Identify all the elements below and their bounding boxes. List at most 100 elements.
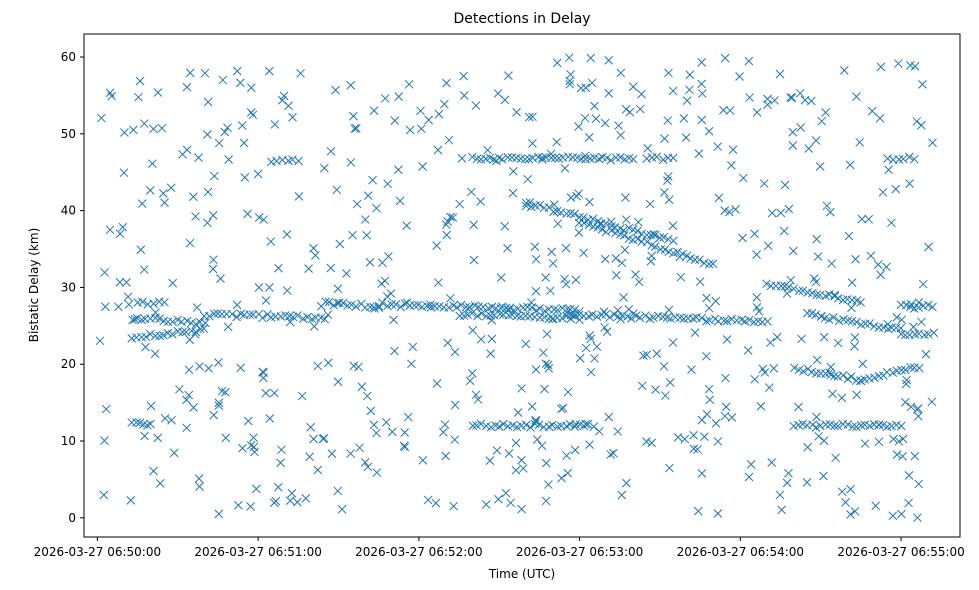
data-point <box>128 125 138 135</box>
data-point <box>775 69 785 79</box>
data-point <box>617 258 627 268</box>
data-point <box>494 422 504 432</box>
data-point <box>744 56 754 66</box>
data-point <box>802 308 812 318</box>
data-point <box>141 332 151 342</box>
data-point <box>178 327 187 337</box>
data-point <box>668 86 678 96</box>
data-point <box>534 152 543 162</box>
data-point <box>590 101 599 111</box>
data-point <box>209 255 218 265</box>
data-point <box>581 83 591 93</box>
data-point <box>752 250 761 259</box>
data-point <box>852 390 862 400</box>
data-point <box>149 466 158 476</box>
data-point <box>897 509 906 519</box>
data-point <box>169 448 179 458</box>
data-point <box>120 128 129 137</box>
data-point <box>898 452 907 461</box>
data-point <box>705 316 714 325</box>
data-point <box>105 225 115 235</box>
data-point <box>443 338 453 348</box>
data-point <box>894 436 904 446</box>
data-point <box>789 284 799 294</box>
data-point <box>821 420 831 429</box>
data-point <box>812 355 822 365</box>
data-point <box>528 112 537 122</box>
data-point <box>511 438 521 448</box>
data-point <box>362 230 372 240</box>
data-point <box>629 309 638 318</box>
data-point <box>145 186 155 195</box>
data-point <box>655 233 665 243</box>
data-point <box>571 275 581 285</box>
data-point <box>362 391 372 401</box>
data-point <box>795 88 805 98</box>
data-point <box>232 312 241 322</box>
data-point <box>702 316 711 326</box>
data-point <box>580 113 590 123</box>
data-point <box>402 298 412 308</box>
data-point <box>811 277 821 287</box>
data-point <box>446 293 455 303</box>
data-point <box>825 368 834 377</box>
data-point <box>333 298 342 308</box>
data-point <box>796 123 806 132</box>
data-point <box>874 437 884 447</box>
data-point <box>404 79 414 89</box>
data-point <box>782 478 792 488</box>
data-point <box>746 459 756 469</box>
data-point <box>664 68 673 78</box>
data-point <box>405 125 415 135</box>
data-point <box>301 494 311 503</box>
data-point <box>689 430 698 440</box>
data-point <box>208 264 218 274</box>
data-point <box>481 500 491 509</box>
data-point <box>541 458 551 468</box>
data-point <box>891 184 901 194</box>
data-point <box>468 421 478 431</box>
data-point <box>776 281 786 291</box>
data-point <box>720 53 730 63</box>
data-point <box>904 471 914 480</box>
data-point <box>151 308 160 317</box>
data-point <box>119 168 129 178</box>
data-point <box>155 314 164 324</box>
data-point <box>258 313 267 323</box>
data-point <box>642 350 652 360</box>
data-point <box>744 472 754 482</box>
data-point <box>194 474 204 483</box>
data-point <box>416 106 425 116</box>
data-point <box>642 437 651 446</box>
data-point <box>621 215 631 224</box>
data-point <box>217 386 227 396</box>
data-point <box>665 378 675 387</box>
data-point <box>626 314 636 323</box>
data-point <box>571 419 581 429</box>
data-point <box>146 419 155 429</box>
data-point <box>95 336 105 346</box>
data-point <box>459 91 469 100</box>
data-point <box>320 163 329 173</box>
data-point <box>146 401 156 411</box>
data-point <box>633 234 643 244</box>
data-point <box>396 302 406 312</box>
data-point <box>738 233 747 243</box>
data-point <box>168 329 177 339</box>
data-point <box>139 265 149 274</box>
data-point <box>243 209 252 219</box>
data-point <box>613 305 623 315</box>
data-point <box>876 62 886 72</box>
data-point <box>817 116 827 126</box>
data-point <box>697 79 706 89</box>
data-point <box>664 195 674 205</box>
data-point <box>227 309 237 319</box>
data-point <box>518 464 528 473</box>
data-point <box>383 179 393 189</box>
data-point <box>365 302 375 312</box>
data-point <box>575 353 585 363</box>
y-tick-label: 10 <box>61 434 76 448</box>
data-point <box>604 88 614 98</box>
data-point <box>472 154 482 164</box>
data-point <box>313 465 323 475</box>
